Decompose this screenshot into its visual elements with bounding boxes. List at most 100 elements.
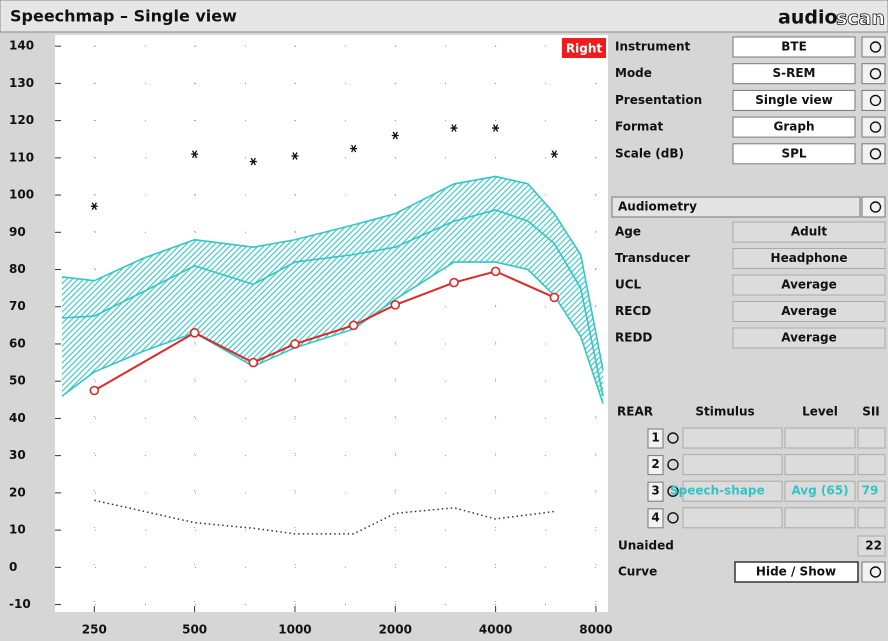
y-tick-label: 40 xyxy=(9,411,26,425)
ucl-marker xyxy=(249,157,257,166)
info-value: Adult xyxy=(791,225,828,239)
button-icon xyxy=(869,41,882,53)
button-icon xyxy=(869,94,882,107)
button-icon xyxy=(869,566,882,578)
level-box xyxy=(784,454,856,476)
button-frame xyxy=(861,116,886,138)
y-tick-label: 20 xyxy=(9,485,26,499)
ucl-marker xyxy=(450,124,458,132)
y-tick-label: 30 xyxy=(9,448,26,462)
x-tick-label: 250 xyxy=(82,623,107,637)
setting-label: Mode xyxy=(615,66,652,80)
threshold-line xyxy=(94,499,555,535)
button-frame xyxy=(861,143,886,165)
setting-value: S-REM xyxy=(772,66,815,80)
aided-marker xyxy=(449,277,459,288)
setting-box[interactable] xyxy=(732,36,856,58)
rear-number-box[interactable] xyxy=(647,455,664,476)
y-tick-label: 140 xyxy=(9,39,34,53)
level-value: Avg (65) xyxy=(791,484,848,498)
option-button[interactable] xyxy=(861,143,886,165)
rear-number-box[interactable] xyxy=(647,508,664,529)
stimulus-value: Speech-shape xyxy=(670,484,765,498)
sii-box xyxy=(857,507,886,529)
stimulus-box xyxy=(682,480,783,502)
ucl-marker xyxy=(350,144,358,153)
ucl-marker xyxy=(550,150,558,158)
y-tick-label: 10 xyxy=(9,523,26,537)
stimulus-box xyxy=(682,427,783,449)
ucl-marker xyxy=(391,131,399,140)
rear-header: REAR xyxy=(617,405,653,419)
speech-band xyxy=(62,176,603,404)
curve-button[interactable]: Hide / Show xyxy=(756,565,836,579)
info-value: Average xyxy=(781,331,837,345)
window-title: Speechmap – Single view xyxy=(10,7,237,26)
sii-value: 79 xyxy=(862,484,879,498)
option-button[interactable] xyxy=(861,89,886,111)
stimulus-box xyxy=(682,454,783,476)
aided-marker xyxy=(549,292,560,303)
aided-marker xyxy=(490,266,501,277)
option-button[interactable] xyxy=(861,116,886,138)
unaided-label: Unaided xyxy=(618,539,674,553)
setting-value: Graph xyxy=(774,120,815,134)
x-tick-label: 1000 xyxy=(278,623,311,637)
rear-number-box[interactable] xyxy=(647,481,664,502)
option-button[interactable] xyxy=(861,561,886,583)
y-tick-label: 120 xyxy=(9,113,34,127)
info-label: Transducer xyxy=(615,251,690,265)
option-button[interactable] xyxy=(861,196,886,218)
audiometry-label: Audiometry xyxy=(618,200,697,214)
rear-button[interactable] xyxy=(667,432,679,444)
aided-marker xyxy=(89,385,100,396)
button-frame xyxy=(861,89,886,111)
rear-number-box[interactable] xyxy=(647,428,664,449)
audiometry-bar[interactable] xyxy=(611,196,861,218)
button-frame xyxy=(861,196,886,218)
setting-box[interactable] xyxy=(732,116,856,138)
logo-scan: scan xyxy=(836,8,885,30)
option-button[interactable] xyxy=(861,36,886,58)
rear-header: SII xyxy=(862,405,880,419)
info-label: RECD xyxy=(615,304,651,318)
aided-marker xyxy=(189,328,200,338)
rear-header: Stimulus xyxy=(695,405,754,419)
y-tick-label: -10 xyxy=(9,597,31,611)
y-tick-label: 80 xyxy=(9,262,26,276)
curve-box[interactable] xyxy=(734,561,859,583)
button-icon xyxy=(869,148,882,160)
setting-label: Instrument xyxy=(615,40,691,54)
ear-label: Right xyxy=(566,42,602,56)
x-tick-label: 500 xyxy=(182,623,207,637)
rear-button[interactable] xyxy=(667,458,679,471)
setting-box[interactable] xyxy=(732,89,856,111)
sii-box xyxy=(857,480,886,502)
logo-audio: audio xyxy=(778,7,838,29)
y-tick-label: 0 xyxy=(9,560,17,574)
y-tick-label: 50 xyxy=(9,374,26,388)
button-icon xyxy=(869,201,882,213)
option-button[interactable] xyxy=(861,63,886,85)
ucl-marker xyxy=(191,150,199,158)
rear-number: 4 xyxy=(651,510,659,524)
setting-box[interactable] xyxy=(732,63,856,85)
setting-box[interactable] xyxy=(732,143,856,165)
x-tick-label: 4000 xyxy=(479,623,512,637)
button-frame xyxy=(861,36,886,58)
band-upper xyxy=(61,175,604,371)
aided-marker xyxy=(290,339,300,349)
button-icon xyxy=(869,121,882,133)
rear-button[interactable] xyxy=(667,512,679,524)
y-tick-label: 70 xyxy=(9,299,26,313)
unaided-sii: 22 xyxy=(865,539,882,553)
info-box xyxy=(732,221,886,243)
info-box xyxy=(732,301,886,322)
side-panel: Instrument BTE Mode S-REM Presentation Single… xyxy=(611,36,886,583)
info-box xyxy=(732,274,886,296)
y-tick-label: 130 xyxy=(9,76,34,90)
info-value: Average xyxy=(781,278,837,292)
y-tick-label: 90 xyxy=(9,225,26,239)
rear-button[interactable] xyxy=(667,485,679,497)
title-bar xyxy=(0,0,888,33)
